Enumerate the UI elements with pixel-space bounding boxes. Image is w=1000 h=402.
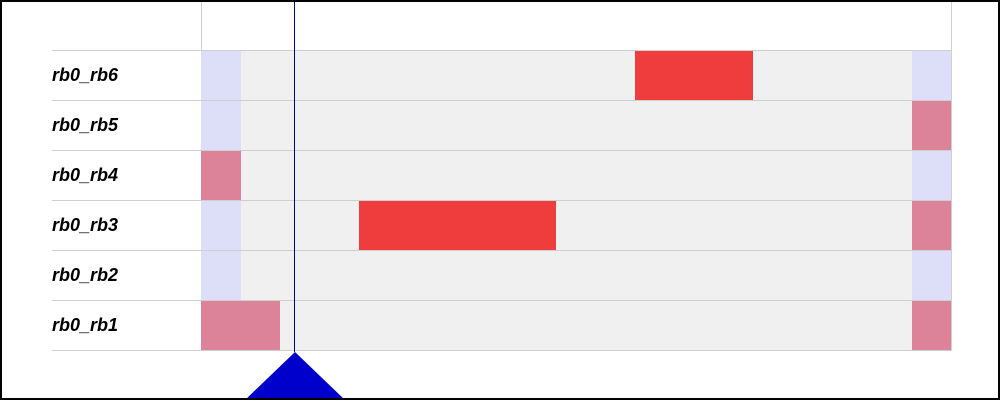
time-cursor-handle-icon[interactable]: [245, 352, 345, 398]
state-segment[interactable]: [201, 101, 241, 150]
row-label-rb0-rb3: rb0_rb3: [52, 215, 119, 235]
row-divider: [52, 250, 952, 251]
row-label-rb0-rb2: rb0_rb2: [52, 265, 119, 285]
state-segment[interactable]: [201, 151, 241, 200]
state-segment[interactable]: [201, 251, 241, 300]
time-cursor-line[interactable]: [294, 2, 295, 352]
state-segment[interactable]: [201, 301, 280, 350]
state-segment[interactable]: [912, 51, 951, 100]
row-divider: [52, 100, 952, 101]
row-label-rb0-rb4: rb0_rb4: [52, 165, 119, 185]
state-segment[interactable]: [359, 201, 556, 250]
state-segment[interactable]: [912, 251, 951, 300]
row-divider: [52, 200, 952, 201]
track-rb0-rb5[interactable]: [201, 101, 951, 150]
state-segment[interactable]: [201, 51, 241, 100]
row-divider: [52, 300, 952, 301]
state-segment[interactable]: [912, 101, 951, 150]
track-rb0-rb2[interactable]: [201, 251, 951, 300]
row-label-rb0-rb5: rb0_rb5: [52, 115, 119, 135]
track-rb0-rb3[interactable]: [201, 201, 951, 250]
track-rb0-rb6[interactable]: [201, 51, 951, 100]
row-label-rb0-rb6: rb0_rb6: [52, 65, 119, 85]
state-segment[interactable]: [912, 151, 951, 200]
state-segment[interactable]: [912, 201, 951, 250]
row-label-rb0-rb1: rb0_rb1: [52, 315, 119, 335]
row-divider: [52, 350, 952, 351]
row-divider: [52, 150, 952, 151]
state-segment[interactable]: [912, 301, 951, 350]
row-divider: [52, 50, 952, 51]
state-segment[interactable]: [201, 201, 241, 250]
track-rb0-rb4[interactable]: [201, 151, 951, 200]
timeline-right-boundary: [951, 2, 952, 350]
state-segment[interactable]: [635, 51, 753, 100]
track-rb0-rb1[interactable]: [201, 301, 951, 350]
